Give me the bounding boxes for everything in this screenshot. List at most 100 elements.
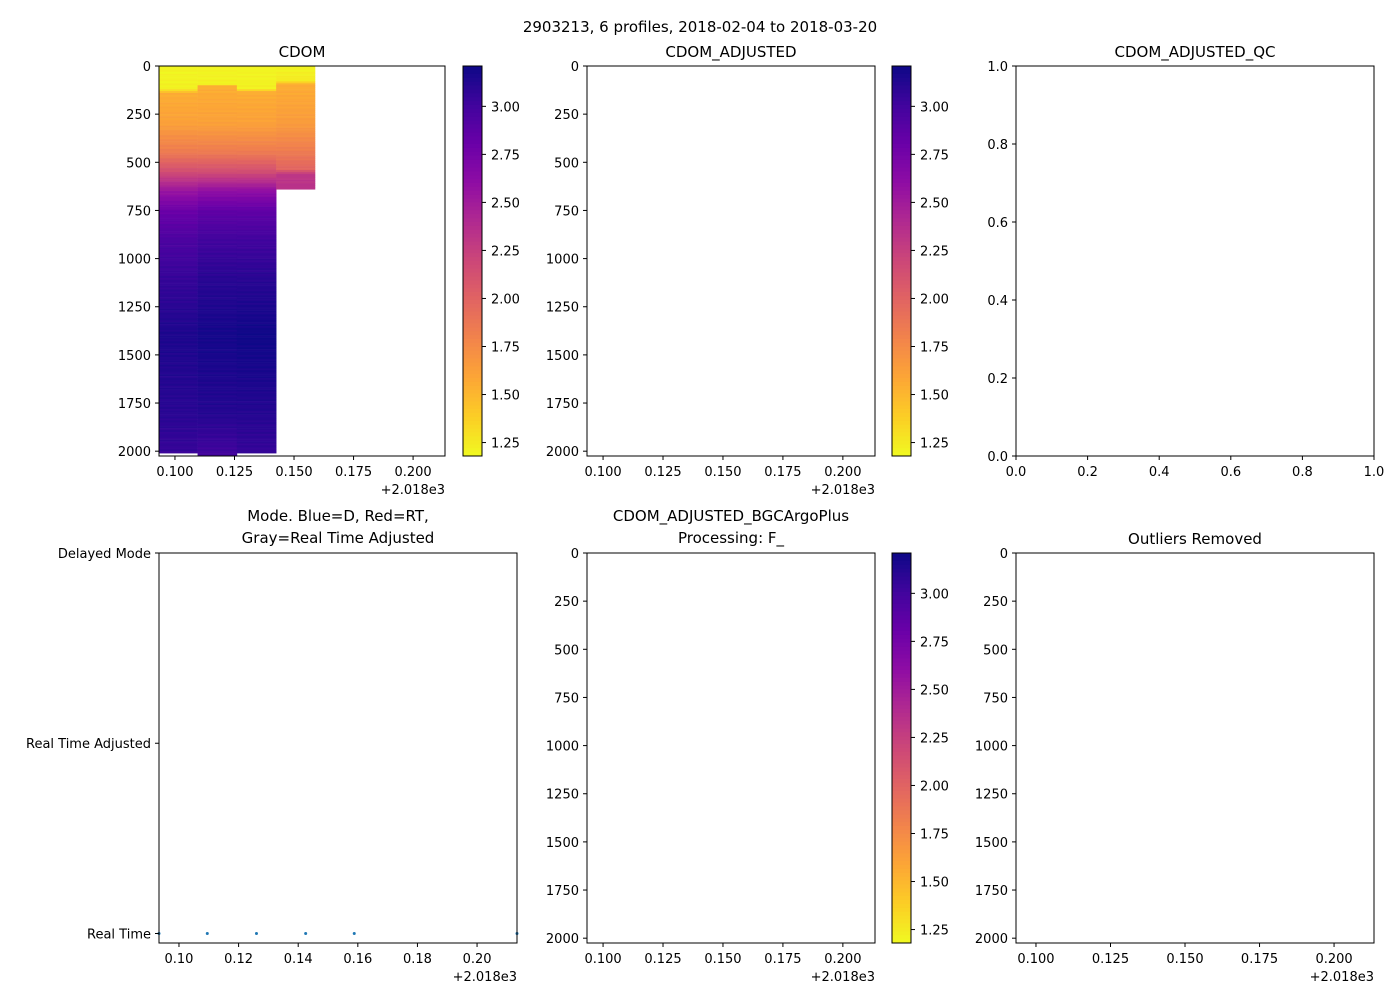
colorbar-segment xyxy=(892,896,911,901)
colorbar-segment xyxy=(892,354,911,359)
heatmap-cell xyxy=(276,106,316,109)
colorbar-segment xyxy=(892,748,911,753)
colorbar-segment xyxy=(892,136,911,141)
heatmap-cell xyxy=(276,135,316,138)
colorbar-segment xyxy=(892,841,911,846)
panel-cdom_adjusted_qc: 0.0 0.2 0.4 0.6 0.8 1.0 0.0 0.2 0.4 0.6 0.8 1.0 CDOM… xyxy=(987,43,1384,480)
colorbar-segment xyxy=(892,144,911,149)
heatmap-cell xyxy=(159,168,198,171)
colorbar-tick-label: 2.75 xyxy=(920,148,949,163)
heatmap-cell xyxy=(159,449,198,452)
heatmap-cell xyxy=(236,222,277,225)
colorbar-segment xyxy=(892,568,911,573)
heatmap-cell xyxy=(236,360,277,363)
colorbar-segment xyxy=(892,210,911,215)
colorbar-segment xyxy=(463,292,482,297)
colorbar-segment xyxy=(892,116,911,122)
heatmap-cell xyxy=(197,137,238,140)
colorbar-segment xyxy=(892,724,911,729)
colorbar-segment xyxy=(463,89,482,94)
heatmap-cell xyxy=(159,279,198,283)
colorbar-segment xyxy=(463,214,482,219)
heatmap-cell xyxy=(159,416,198,419)
y-tick-label: 750 xyxy=(554,204,579,219)
colorbar-tick-label: 2.50 xyxy=(491,196,520,211)
heatmap-cell xyxy=(197,91,238,94)
heatmap-cell xyxy=(159,300,198,304)
heatmap-cell xyxy=(236,333,277,336)
heatmap-cell xyxy=(159,112,198,115)
colorbar-segment xyxy=(892,206,911,211)
heatmap-cell xyxy=(159,327,198,331)
colorbar-segment xyxy=(463,140,482,145)
colorbar-segment xyxy=(892,257,911,262)
heatmap-cell xyxy=(197,148,238,152)
heatmap-cell xyxy=(236,85,277,88)
heatmap-cell xyxy=(236,87,277,90)
colorbar-segment xyxy=(463,424,482,430)
colorbar-segment xyxy=(463,159,482,164)
heatmap-cell xyxy=(197,308,238,311)
heatmap-cell xyxy=(159,208,198,211)
heatmap-cell xyxy=(236,204,277,207)
heatmap-cell xyxy=(159,393,198,396)
heatmap-cell xyxy=(236,218,277,221)
x-tick-label: 0.200 xyxy=(394,465,431,480)
heatmap-cell xyxy=(197,424,238,427)
heatmap-cell xyxy=(159,352,198,356)
heatmap-cell xyxy=(159,266,198,269)
colorbar-segment xyxy=(892,249,911,254)
heatmap-cell xyxy=(197,279,238,283)
y-tick-label: 0.6 xyxy=(987,216,1008,231)
heatmap-cell xyxy=(159,274,198,277)
heatmap-cell xyxy=(236,83,277,86)
colorbar-segment xyxy=(892,147,911,153)
heatmap-cell xyxy=(197,94,238,98)
heatmap-cell xyxy=(159,433,198,437)
heatmap-cell xyxy=(236,302,277,306)
heatmap-cell xyxy=(197,291,238,294)
heatmap-cell xyxy=(236,258,277,261)
colorbar-segment xyxy=(892,584,911,589)
heatmap-cell xyxy=(197,164,238,167)
heatmap-cell xyxy=(197,395,238,398)
heatmap-cell xyxy=(236,306,277,309)
heatmap-cell xyxy=(197,266,238,269)
colorbar-segment xyxy=(463,261,482,266)
colorbar-segment xyxy=(892,186,911,192)
heatmap-cell xyxy=(159,262,198,265)
heatmap-cell xyxy=(159,110,198,113)
x-tick-label: 0.6 xyxy=(1220,465,1241,480)
colorbar-segment xyxy=(892,826,911,831)
heatmap-cell xyxy=(236,233,277,236)
heatmap-cell xyxy=(236,297,277,300)
heatmap-cell xyxy=(197,110,238,113)
heatmap-cell xyxy=(236,181,277,184)
heatmap-cell xyxy=(276,183,316,186)
heatmap-cell xyxy=(236,428,277,431)
colorbar-segment xyxy=(463,163,482,168)
heatmap-cell xyxy=(197,243,238,246)
heatmap-cell xyxy=(236,439,277,442)
heatmap-cell xyxy=(236,208,277,211)
heatmap-cell xyxy=(159,275,198,279)
heatmap-cell xyxy=(236,266,277,269)
axes-title: Mode. Blue=D, Red=RT, xyxy=(247,507,429,525)
colorbar-segment xyxy=(892,105,911,110)
heatmap-cell xyxy=(159,179,198,182)
colorbar-segment xyxy=(463,101,482,106)
heatmap-cell xyxy=(159,181,198,184)
heatmap-cell xyxy=(159,183,198,186)
heatmap-cell xyxy=(236,67,277,71)
heatmap-cell xyxy=(197,69,238,73)
heatmap-cell xyxy=(159,191,198,194)
axes-title: CDOM_ADJUSTED_QC xyxy=(1115,43,1276,62)
heatmap-cell xyxy=(236,168,277,171)
heatmap-cell xyxy=(197,229,238,232)
heatmap-cell xyxy=(197,268,238,271)
heatmap-cell xyxy=(197,370,238,373)
colorbar-segment xyxy=(892,861,911,866)
heatmap-cell xyxy=(197,297,238,300)
heatmap-cell xyxy=(159,308,198,311)
heatmap-cell xyxy=(197,331,238,335)
